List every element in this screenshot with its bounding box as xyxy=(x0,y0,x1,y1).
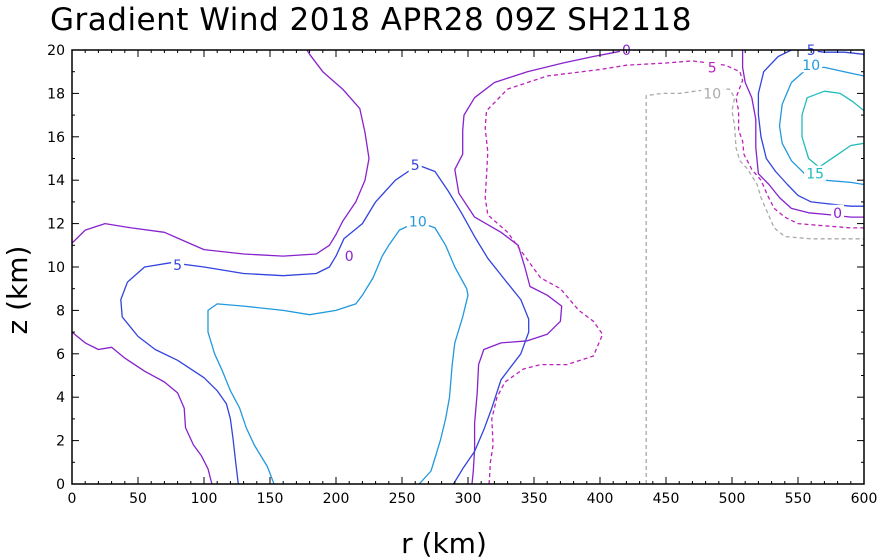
y-tick-label: 4 xyxy=(56,390,65,406)
contour-label-bg xyxy=(342,248,356,264)
contour-label-5: 5 xyxy=(708,60,717,76)
y-tick-label: 6 xyxy=(56,347,65,363)
y-tick-label: 16 xyxy=(47,130,65,146)
contour-5-line-0 xyxy=(120,164,530,484)
x-tick-label: 550 xyxy=(785,491,812,507)
contour-label-5: 5 xyxy=(411,158,420,174)
x-tick-label: 250 xyxy=(389,491,416,507)
x-tick-label: 400 xyxy=(587,491,614,507)
y-tick-label: 12 xyxy=(47,217,65,233)
x-tick-label: 200 xyxy=(323,491,350,507)
y-tick-label: 10 xyxy=(47,260,65,276)
contour-0-line-2 xyxy=(454,50,640,484)
y-tick-label: 18 xyxy=(47,86,65,102)
contour-10-line-0 xyxy=(207,220,469,484)
chart-title: Gradient Wind 2018 APR28 09Z SH2118 xyxy=(50,2,692,38)
contour-label-bg xyxy=(705,59,719,75)
x-tick-label: 500 xyxy=(719,491,746,507)
contour-label-0: 0 xyxy=(345,249,354,265)
contour-label-0: 0 xyxy=(833,206,842,222)
contour-0-line-0 xyxy=(72,50,370,257)
y-tick-label: 14 xyxy=(47,173,65,189)
contour-label-bg xyxy=(804,165,827,181)
x-tick-label: 300 xyxy=(455,491,482,507)
contour-0-line-3 xyxy=(741,50,864,218)
contour-label-bg xyxy=(408,157,422,173)
x-tick-label: 350 xyxy=(521,491,548,507)
contour-label-15: 15 xyxy=(806,167,824,183)
contour-dashed-5-line-0 xyxy=(484,60,864,484)
x-tick-label: 450 xyxy=(653,491,680,507)
x-tick-label: 0 xyxy=(68,491,77,507)
contour-label-bg xyxy=(831,204,845,220)
contour-5-line-2 xyxy=(757,50,864,207)
x-tick-label: 50 xyxy=(129,491,147,507)
contour-15-line-0 xyxy=(801,90,864,168)
y-axis-label: z (km) xyxy=(1,246,34,335)
plot-frame xyxy=(71,49,865,485)
contour-label-bg xyxy=(701,85,724,101)
y-tick-label: 0 xyxy=(56,477,65,493)
x-tick-label: 100 xyxy=(191,491,218,507)
contour-0-line-1 xyxy=(72,331,213,484)
x-tick-label: 150 xyxy=(257,491,284,507)
contour-label-10: 10 xyxy=(802,58,820,74)
contour-label-bg xyxy=(406,213,429,229)
contour-dashed-10-line-0 xyxy=(645,88,864,484)
contour-label-10: 10 xyxy=(409,214,427,230)
x-tick-label: 600 xyxy=(851,491,878,507)
x-axis: 0 50 100 150 200 250 300 350 400 450 500 550 600 xyxy=(68,50,878,507)
x-axis-label: r (km) xyxy=(401,527,487,560)
contour-lines xyxy=(72,50,864,484)
contour-label-bg xyxy=(800,57,823,73)
contour-label-5: 5 xyxy=(173,258,182,274)
y-tick-label: 8 xyxy=(56,303,65,319)
contour-label-10: 10 xyxy=(703,86,721,102)
y-tick-label: 2 xyxy=(56,434,65,450)
contour-label-bg xyxy=(171,256,185,272)
y-axis: 0 2 4 6 8 10 12 14 16 18 20 xyxy=(47,43,864,493)
y-tick-label: 20 xyxy=(47,43,65,59)
